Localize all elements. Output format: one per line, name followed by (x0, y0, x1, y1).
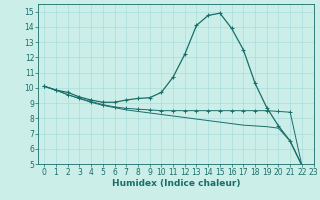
X-axis label: Humidex (Indice chaleur): Humidex (Indice chaleur) (112, 179, 240, 188)
